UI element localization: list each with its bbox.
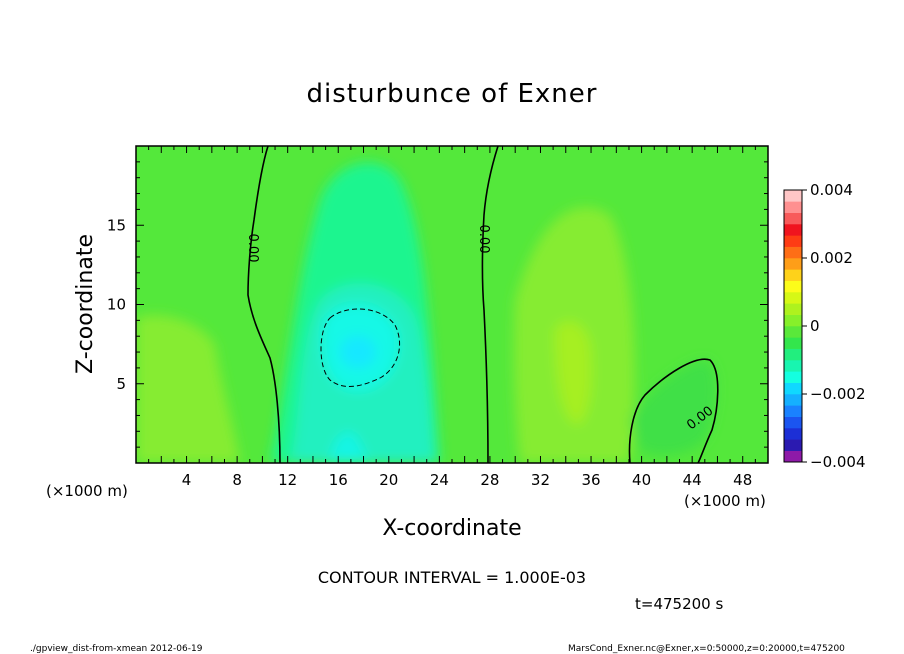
colorbar-swatch bbox=[784, 190, 802, 202]
colorbar-tick-label: −0.004 bbox=[810, 453, 866, 471]
x-tick-label: 16 bbox=[329, 471, 348, 489]
colorbar-swatch bbox=[784, 326, 802, 338]
colorbar-tick-label: 0.002 bbox=[810, 249, 853, 267]
x-axis-ticks: 4 8 12 16 20 24 28 32 36 40 44 48 bbox=[148, 146, 756, 489]
colorbar-tick-label: 0.004 bbox=[810, 181, 853, 199]
colorbar-swatch bbox=[784, 416, 802, 429]
colorbar bbox=[784, 190, 802, 463]
x-unit-left: (×1000 m) bbox=[46, 482, 128, 500]
y-tick-label: 5 bbox=[116, 375, 126, 393]
colorbar-swatch bbox=[784, 280, 802, 293]
plot-area bbox=[136, 146, 768, 463]
field-patch-right-core bbox=[555, 321, 592, 425]
colorbar-swatch bbox=[784, 382, 802, 395]
field-blob-br bbox=[630, 359, 717, 456]
contour-zero-left bbox=[247, 146, 281, 463]
field-negative-core bbox=[340, 336, 376, 368]
y-axis-ticks: 5 10 15 bbox=[107, 161, 768, 448]
colorbar-swatch bbox=[784, 428, 802, 440]
contour-zero-br bbox=[628, 358, 719, 463]
field-shading bbox=[136, 162, 717, 463]
x-tick-label: 12 bbox=[278, 471, 297, 489]
colorbar-swatch bbox=[784, 269, 802, 281]
contour-negative bbox=[320, 308, 401, 387]
colorbar-swatch bbox=[784, 224, 802, 236]
x-tick-label: 4 bbox=[182, 471, 192, 489]
x-tick-label: 40 bbox=[632, 471, 651, 489]
colorbar-swatch bbox=[784, 439, 802, 451]
colorbar-swatch bbox=[784, 371, 802, 383]
contour-label-1: 0.00 bbox=[245, 234, 260, 263]
y-tick-label: 15 bbox=[107, 216, 126, 234]
colorbar-ticks: 0.004 0.002 0 −0.002 −0.004 bbox=[802, 181, 866, 471]
field-negative-bottom bbox=[330, 431, 368, 463]
footer-left: ./gpview_dist-from-xmean 2012-06-19 bbox=[30, 644, 203, 654]
y-axis-label: Z-coordinate bbox=[73, 234, 98, 374]
colorbar-swatch bbox=[784, 292, 802, 304]
x-unit-right: (×1000 m) bbox=[684, 492, 766, 510]
y-tick-label: 10 bbox=[107, 296, 126, 314]
colorbar-swatch bbox=[784, 246, 802, 259]
colorbar-swatch bbox=[784, 405, 802, 417]
chart-title: disturbunce of Exner bbox=[307, 79, 598, 109]
colorbar-swatch bbox=[784, 337, 802, 349]
x-axis-label: X-coordinate bbox=[382, 516, 521, 541]
contour-interval-text: CONTOUR INTERVAL = 1.000E-03 bbox=[318, 568, 586, 587]
contours bbox=[247, 146, 719, 463]
x-tick-label: 32 bbox=[531, 471, 550, 489]
x-tick-label: 36 bbox=[581, 471, 600, 489]
field-patch-left bbox=[136, 315, 240, 463]
x-tick-label: 48 bbox=[733, 471, 752, 489]
x-tick-label: 20 bbox=[379, 471, 398, 489]
colorbar-swatch bbox=[784, 360, 802, 372]
colorbar-swatch bbox=[784, 303, 802, 315]
colorbar-swatch bbox=[784, 235, 802, 247]
footer-right: MarsCond_Exner.nc@Exner,x=0:50000,z=0:20… bbox=[568, 644, 845, 654]
colorbar-tick-label: −0.002 bbox=[810, 385, 866, 403]
colorbar-swatch bbox=[784, 201, 802, 213]
x-tick-label: 8 bbox=[232, 471, 242, 489]
colorbar-swatch bbox=[784, 394, 802, 406]
contour-label-2: 0.00 bbox=[476, 225, 491, 254]
colorbar-swatch bbox=[784, 258, 802, 270]
x-tick-label: 44 bbox=[683, 471, 702, 489]
colorbar-swatch bbox=[784, 450, 802, 463]
colorbar-tick-label: 0 bbox=[810, 317, 820, 335]
x-tick-label: 28 bbox=[480, 471, 499, 489]
colorbar-swatch bbox=[784, 348, 802, 361]
contour-zero-middle bbox=[481, 146, 499, 463]
colorbar-swatch bbox=[784, 314, 802, 327]
time-text: t=475200 s bbox=[635, 595, 723, 613]
colorbar-swatch bbox=[784, 212, 802, 225]
x-tick-label: 24 bbox=[430, 471, 449, 489]
